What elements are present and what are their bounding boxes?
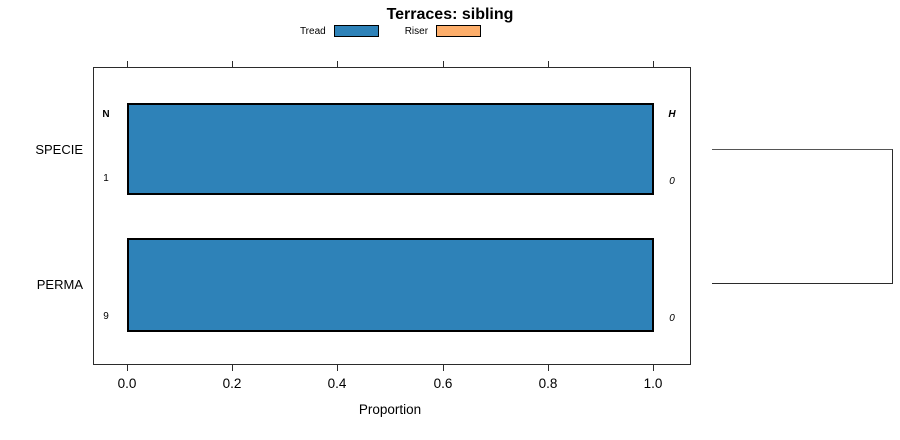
- chart-title: Terraces: sibling: [386, 6, 514, 23]
- annotation-n-specie: 1: [103, 173, 109, 184]
- x-tick-bottom: [337, 365, 339, 371]
- annotation-n-perma: 9: [103, 311, 109, 322]
- x-axis-label: Proportion: [358, 402, 422, 417]
- x-tick-label: 0.6: [433, 376, 453, 391]
- x-tick-top: [443, 61, 445, 67]
- legend-label-riser: Riser: [404, 25, 429, 37]
- legend-item-tread: Tread: [300, 25, 379, 37]
- bar-specie-tread: [127, 103, 654, 195]
- y-label-perma: PERMA: [36, 277, 83, 292]
- x-tick-top: [127, 61, 129, 67]
- x-tick-label: 0.2: [222, 376, 242, 391]
- x-tick-top: [232, 61, 234, 67]
- legend-item-riser: Riser: [404, 25, 482, 37]
- legend-swatch-tread: [333, 25, 379, 37]
- x-tick-top: [337, 61, 339, 67]
- x-tick-top: [548, 61, 550, 67]
- x-tick-bottom: [548, 365, 550, 371]
- annotation-h-perma: 0: [669, 313, 675, 324]
- sibling-bracket: [712, 149, 893, 284]
- x-tick-bottom: [653, 365, 655, 371]
- annotation-h-header: H: [668, 109, 676, 120]
- x-tick-bottom: [232, 365, 234, 371]
- legend-swatch-riser: [436, 25, 482, 37]
- x-tick-label: 0.4: [327, 376, 347, 391]
- x-tick-label: 1.0: [643, 376, 663, 391]
- x-tick-bottom: [443, 365, 445, 371]
- x-tick-label: 0.8: [538, 376, 558, 391]
- legend-label-tread: Tread: [299, 25, 326, 37]
- x-tick-label: 0.0: [117, 376, 137, 391]
- x-tick-bottom: [127, 365, 129, 371]
- legend: Tread Riser: [0, 25, 781, 37]
- y-label-specie: SPECIE: [35, 142, 83, 157]
- annotation-h-specie: 0: [669, 176, 675, 187]
- x-tick-top: [653, 61, 655, 67]
- annotation-n-header: N: [102, 109, 110, 120]
- bar-perma-tread: [127, 238, 654, 332]
